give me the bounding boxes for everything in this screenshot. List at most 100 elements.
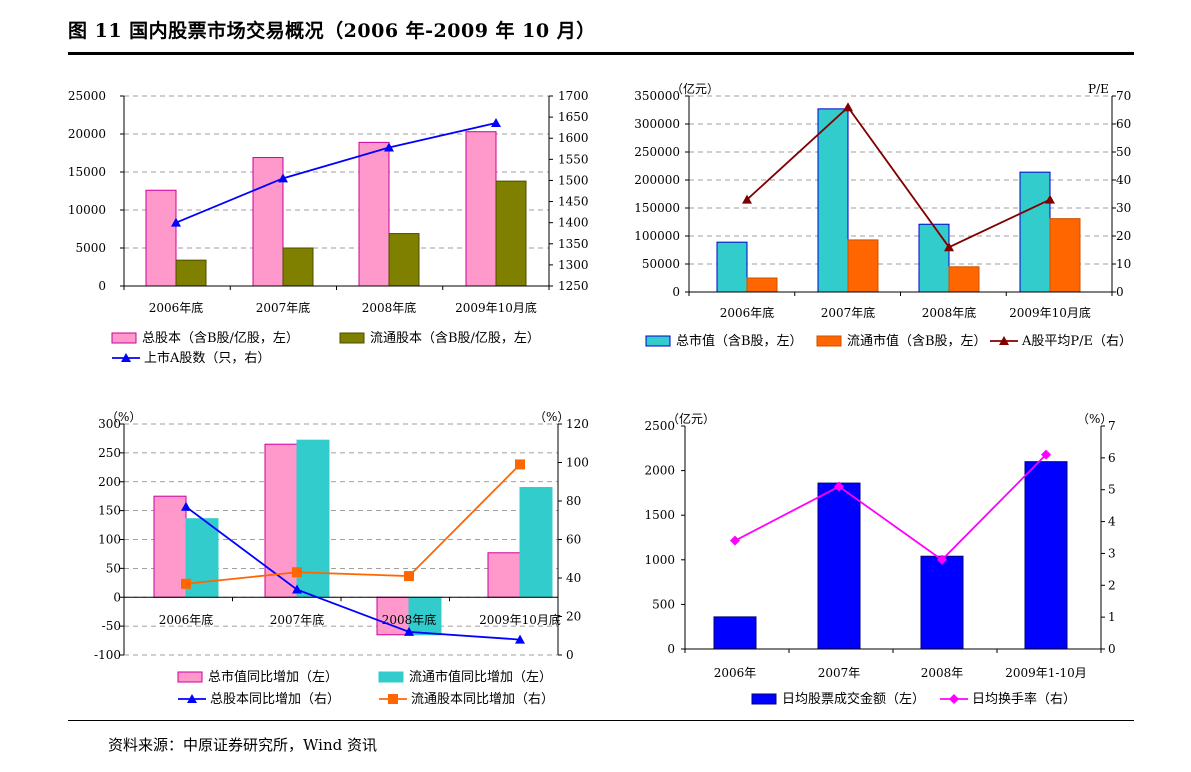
data-point [834,481,844,492]
category-label: 2009年10月底 [479,612,561,627]
left-tick-label: -100 [94,648,121,662]
left-tick-label: 1000 [644,553,675,567]
left-tick-label: -50 [102,619,121,633]
right-tick-label: 10 [1116,257,1131,271]
left-tick-label: 0 [98,279,106,293]
right-tick-label: 3 [1108,546,1116,560]
bar [920,555,964,650]
right-tick-label: 20 [566,610,581,624]
bottom-rule [68,720,1134,721]
right-axis-unit: （%） [1077,412,1112,426]
bar [817,108,849,293]
data-point [404,571,414,582]
right-tick-label: 120 [566,417,589,431]
title-rule [68,52,1134,55]
data-point [292,584,302,594]
legend-label: 总股本同比增加（右） [210,692,340,707]
legend-label: 总市值（含B股，左） [676,333,803,349]
right-tick-label: 1500 [558,173,589,187]
bar [465,131,497,287]
bar [817,482,861,650]
legend-label: 日均股票成交金额（左） [782,691,925,707]
data-point [404,626,414,636]
legend-label: 总股本（含B股/亿股，左） [142,330,299,346]
legend-label: 流通市值（含B股，左） [847,333,987,349]
legend-label: A股平均P/E（右） [1021,334,1132,349]
bar [1024,461,1068,650]
left-tick-label: 25000 [68,89,106,103]
category-label: 2007年底 [256,300,311,315]
data-point [843,102,853,112]
right-tick-label: 1600 [558,131,589,145]
right-tick-label: 1650 [558,110,589,124]
category-label: 2006年 [714,666,757,680]
left-tick-label: 200 [98,475,121,489]
bar [175,259,207,287]
bar [145,189,177,287]
right-tick-label: 0 [1108,642,1116,656]
right-tick-label: 80 [566,494,581,508]
series-line [185,463,521,585]
left-axis-unit: （%） [106,410,141,424]
data-point [937,554,947,565]
bar [153,495,187,598]
left-tick-label: 250000 [634,145,680,159]
right-tick-label: 0 [566,648,574,662]
source-note: 资料来源：中原证券研究所，Wind 资讯 [108,736,377,754]
legend-swatch [378,671,404,683]
right-tick-label: 1550 [558,152,589,166]
left-tick-label: 500 [652,597,675,611]
right-tick-label: 60 [566,533,581,547]
right-tick-label: 70 [1116,89,1131,103]
right-tick-label: 60 [1116,117,1131,131]
legend-label: 日均换手率（右） [972,691,1076,707]
bar [495,180,527,287]
category-label: 2009年10月底 [1009,305,1091,320]
legend-label: 流通市值同比增加（左） [409,669,552,685]
left-tick-label: 150 [98,504,121,518]
left-tick-label: 50000 [642,257,680,271]
figure-title: 图 11 国内股票市场交易概况（2006 年-2009 年 10 月） [68,20,596,42]
right-axis-unit: P/E [1088,82,1109,96]
data-point [742,194,752,204]
bar [388,233,420,287]
left-tick-label: 100 [98,533,121,547]
bar [296,439,330,598]
left-tick-label: 1500 [644,508,675,522]
category-label: 2006年底 [159,612,214,627]
bar [716,241,748,293]
left-tick-label: 350000 [634,89,680,103]
right-tick-label: 7 [1108,419,1116,433]
right-tick-label: 40 [566,571,581,585]
bar [282,247,314,287]
legend-swatch [339,332,365,344]
left-tick-label: 250 [98,446,121,460]
left-tick-label: 50 [106,561,121,575]
left-tick-label: 300 [98,417,121,431]
legend-label: 流通股本同比增加（右） [411,692,554,707]
legend-marker [949,694,959,704]
legend-swatch [816,335,842,347]
right-tick-label: 5 [1108,483,1116,497]
bar [713,616,757,650]
series-line [734,454,1047,561]
right-tick-label: 100 [566,456,589,470]
bar [408,596,442,636]
legend-label: 流通股本（含B股/亿股，左） [370,330,540,346]
legend-swatch [645,335,671,347]
data-point [491,118,501,128]
left-tick-label: 20000 [68,127,106,141]
category-label: 2008年底 [362,300,417,315]
bar [185,518,219,598]
category-label: 2008年底 [922,305,977,320]
category-label: 2006年底 [720,305,775,320]
legend-swatch [177,671,203,683]
legend-marker [187,694,197,703]
legend-swatch [111,332,137,344]
data-point [292,567,302,578]
left-tick-label: 100000 [634,229,680,243]
